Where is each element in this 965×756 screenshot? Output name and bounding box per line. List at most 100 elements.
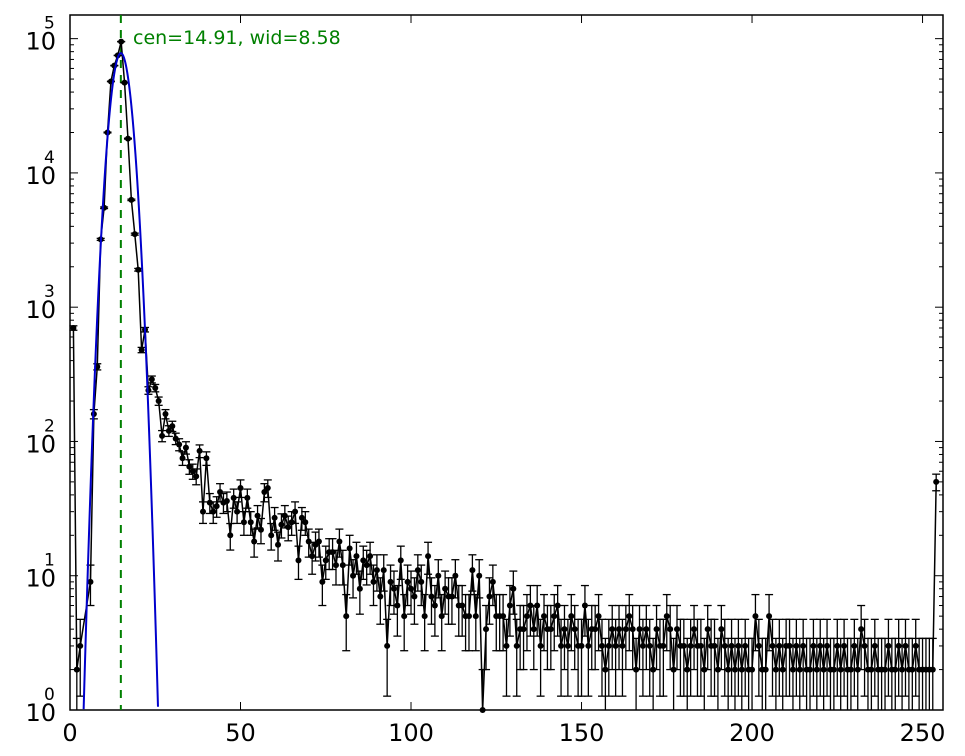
data-point — [854, 666, 861, 673]
data-point — [438, 613, 445, 620]
data-point — [742, 642, 749, 649]
data-point — [230, 494, 237, 501]
data-point — [684, 666, 691, 673]
data-point — [626, 613, 633, 620]
data-point — [612, 642, 619, 649]
data-point — [711, 642, 718, 649]
data-point — [520, 626, 527, 633]
data-point — [554, 602, 561, 609]
data-point — [738, 666, 745, 673]
data-point — [210, 508, 217, 515]
data-point — [387, 578, 394, 585]
data-point — [452, 572, 459, 579]
data-point — [404, 578, 411, 585]
data-point — [841, 642, 848, 649]
data-point — [472, 613, 479, 620]
data-point — [772, 666, 779, 673]
data-point — [162, 411, 169, 418]
data-point — [124, 135, 131, 142]
data-point — [523, 613, 530, 620]
data-point — [483, 626, 490, 633]
data-point — [169, 423, 176, 430]
data-point — [356, 585, 363, 592]
data-point — [217, 489, 224, 496]
data-point — [121, 79, 128, 86]
data-point — [933, 478, 940, 485]
data-point — [227, 532, 234, 539]
data-point — [882, 666, 889, 673]
data-point — [196, 447, 203, 454]
data-point — [302, 519, 309, 526]
data-point — [830, 666, 837, 673]
data-point — [87, 578, 94, 585]
data-point — [837, 666, 844, 673]
data-point — [851, 642, 858, 649]
data-point — [858, 626, 865, 633]
data-point — [653, 626, 660, 633]
data-point — [909, 666, 916, 673]
data-point — [394, 602, 401, 609]
data-point — [288, 519, 295, 526]
data-point — [701, 666, 708, 673]
data-point — [135, 266, 142, 273]
data-point — [486, 593, 493, 600]
data-point — [769, 642, 776, 649]
data-point — [418, 578, 425, 585]
data-point — [138, 346, 145, 353]
data-point — [629, 626, 636, 633]
data-point — [479, 707, 486, 713]
data-point — [155, 398, 162, 405]
data-point — [571, 626, 578, 633]
data-point — [824, 642, 831, 649]
data-point — [704, 626, 711, 633]
data-point — [261, 489, 268, 496]
data-point — [329, 549, 336, 556]
data-point — [179, 455, 186, 462]
data-point — [401, 613, 408, 620]
y-tick-label: 10 — [25, 430, 56, 458]
data-point — [868, 666, 875, 673]
data-point — [899, 666, 906, 673]
data-point — [199, 508, 206, 515]
data-point — [817, 642, 824, 649]
data-point — [513, 642, 520, 649]
y-tick-exponent: 1 — [44, 551, 55, 571]
data-point — [687, 642, 694, 649]
y-tick-exponent: 3 — [44, 282, 55, 302]
data-point — [506, 602, 513, 609]
data-point — [213, 503, 220, 510]
data-point — [223, 498, 230, 505]
data-point — [592, 626, 599, 633]
data-point — [762, 666, 769, 673]
data-point — [489, 578, 496, 585]
data-point — [206, 499, 213, 506]
data-layer — [70, 38, 940, 713]
data-point — [789, 666, 796, 673]
y-tick-label: 10 — [25, 565, 56, 593]
y-tick-label: 10 — [25, 699, 56, 727]
data-point — [892, 666, 899, 673]
data-point — [670, 666, 677, 673]
data-point — [551, 613, 558, 620]
data-point — [275, 541, 282, 548]
x-tick-label: 150 — [559, 719, 605, 747]
data-point — [796, 666, 803, 673]
data-point — [176, 441, 183, 448]
data-point — [643, 626, 650, 633]
data-point — [237, 485, 244, 492]
data-point — [343, 613, 350, 620]
data-point — [390, 585, 397, 592]
data-point — [165, 427, 172, 434]
data-point — [895, 642, 902, 649]
data-point — [73, 666, 80, 673]
y-tick-exponent: 5 — [44, 14, 55, 34]
data-point — [278, 521, 285, 528]
y-tick-exponent: 4 — [44, 148, 55, 168]
data-point — [203, 455, 210, 462]
data-point — [421, 613, 428, 620]
data-point — [186, 463, 193, 470]
data-point — [527, 602, 534, 609]
data-point — [425, 553, 432, 560]
data-point — [847, 666, 854, 673]
data-point — [295, 557, 302, 564]
